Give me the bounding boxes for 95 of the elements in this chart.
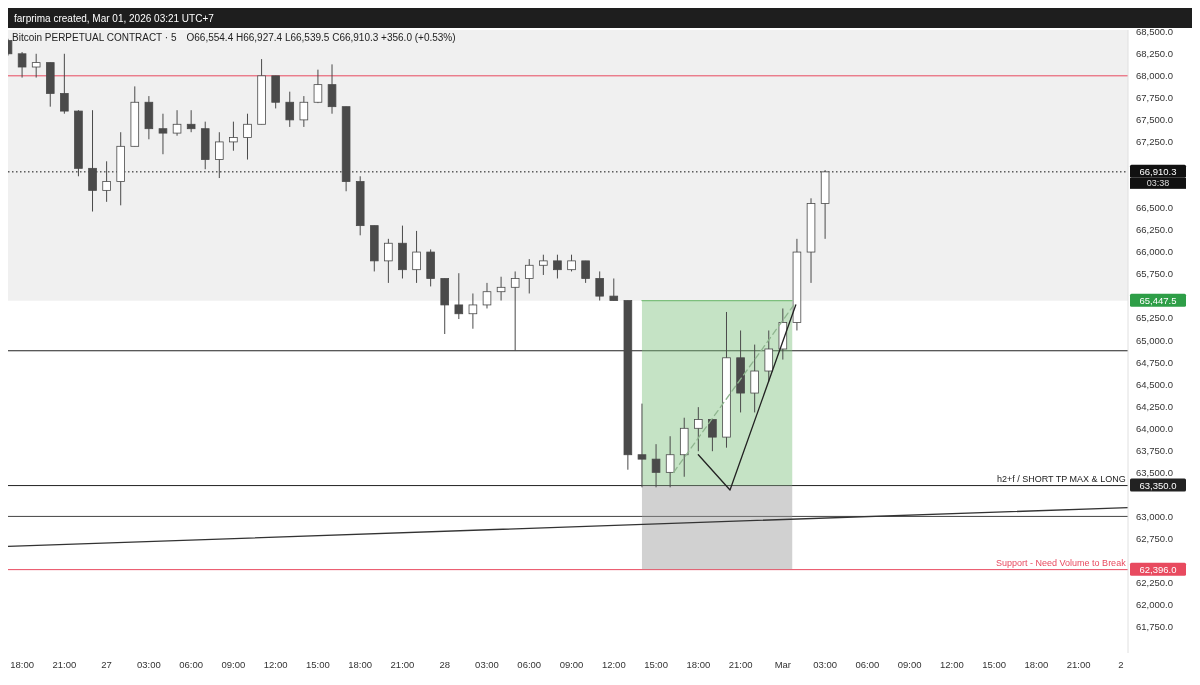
annotation: 03:38: [1146, 178, 1170, 189]
x-tick-label: 21:00: [390, 659, 415, 670]
candlestick: [694, 406, 703, 452]
candlestick: [637, 403, 647, 488]
candlestick: [299, 95, 309, 128]
candlestick: [651, 443, 661, 488]
x-tick-label: 15:00: [306, 659, 330, 670]
candlestick: [412, 230, 421, 284]
candlestick: [17, 51, 27, 79]
x-tick-label: 09:00: [221, 659, 246, 670]
x-tick-label: 15:00: [644, 659, 668, 670]
candlestick: [482, 282, 492, 309]
x-tick-label: 18:00: [348, 659, 373, 670]
x-tick-label: 21:00: [1066, 659, 1091, 670]
y-tick-label: 68,500.0: [1136, 26, 1173, 38]
y-tick-label: 64,500.0: [1136, 378, 1173, 390]
x-tick-label: 2: [1118, 659, 1124, 670]
candlestick: [31, 53, 41, 79]
x-tick-label: 06:00: [179, 659, 204, 670]
candlestick: [595, 270, 604, 302]
candlestick: [384, 238, 393, 284]
y-tick-label: 61,750.0: [1136, 620, 1173, 632]
candlestick: [327, 63, 337, 115]
x-tick-label: 12:00: [263, 659, 288, 670]
ref-line-label: 63,350.0: [1139, 479, 1177, 491]
text: farprima created, Mar 01, 2026 03:21 UTC+7: [14, 13, 215, 24]
y-tick-label: 62,750.0: [1136, 532, 1173, 544]
y-tick-label: 63,500.0: [1136, 466, 1173, 478]
candlestick: [553, 254, 562, 279]
y-tick-label: 65,750.0: [1136, 268, 1173, 280]
candlestick: [243, 113, 252, 161]
x-tick-label: 28: [439, 659, 451, 670]
x-tick-label: Mar: [774, 659, 792, 670]
x-tick-label: 06:00: [517, 659, 542, 670]
candlestick: [524, 258, 534, 294]
x-tick-label: 03:00: [475, 659, 499, 670]
candlestick: [581, 260, 590, 284]
y-tick-label: 62,250.0: [1136, 576, 1173, 588]
candlestick: [313, 69, 323, 104]
y-tick-label: 64,000.0: [1136, 422, 1173, 434]
x-tick-label: 21:00: [728, 659, 753, 670]
candlestick: [468, 292, 478, 330]
candlestick: [186, 109, 196, 133]
x-tick-label: 18:00: [686, 659, 711, 670]
candlestick: [454, 272, 464, 320]
y-tick-label: 65,000.0: [1136, 334, 1173, 346]
y-tick-label: 63,750.0: [1136, 444, 1173, 456]
x-tick-label: 03:00: [136, 659, 161, 670]
candlestick: [510, 270, 520, 352]
annotation: h2+f / SHORT TP MAX & LONG: [997, 473, 1126, 484]
x-tick-label: 18:00: [10, 659, 34, 670]
x-tick-label: 09:00: [897, 659, 922, 670]
candlestick: [158, 113, 168, 155]
x-tick-label: 15:00: [982, 659, 1007, 670]
candlestick: [229, 121, 238, 152]
chart-title: Bitcoin PERPETUAL CONTRACT · 5: [12, 32, 177, 43]
candlestick: [750, 344, 759, 413]
y-tick-label: 62,000.0: [1136, 598, 1173, 610]
y-tick-label: 66,000.0: [1136, 246, 1173, 258]
annotation: Support - Need Volume to Break: [996, 557, 1127, 568]
candlestick: [609, 278, 619, 302]
candlestick: [764, 329, 774, 383]
y-tick-label: 67,500.0: [1136, 114, 1173, 126]
candlestick: [172, 109, 182, 137]
y-tick-label: 67,250.0: [1136, 136, 1173, 148]
candlestick: [285, 91, 295, 128]
y-tick-label: 66,250.0: [1136, 224, 1173, 236]
candlestick: [215, 131, 224, 179]
candlestick: [60, 53, 69, 115]
y-tick-label: 68,000.0: [1136, 70, 1173, 82]
ref-line-label: 62,396.0: [1139, 563, 1177, 575]
candlestick: [539, 254, 548, 276]
x-tick-label: 09:00: [559, 659, 584, 670]
y-tick-label: 63,000.0: [1136, 510, 1173, 522]
x-tick-label: 18:00: [1024, 659, 1049, 670]
ref-line-label: 66,910.3: [1139, 166, 1177, 178]
chart-subtitle: O66,554.4 H66,927.4 L66,539.5 C66,910.3 +356.0 (+0.53%): [186, 32, 456, 43]
y-tick-label: 67,750.0: [1136, 92, 1173, 104]
candlestick: [102, 160, 111, 203]
y-tick-label: 64,750.0: [1136, 356, 1173, 368]
y-tick-label: 65,250.0: [1136, 312, 1173, 324]
y-tick-label: 68,250.0: [1136, 48, 1173, 60]
band-label: 65,447.5: [1139, 295, 1177, 307]
y-tick-label: 66,500.0: [1136, 202, 1173, 214]
candlestick: [496, 276, 506, 302]
x-tick-label: 06:00: [855, 659, 880, 670]
candlestick: [665, 435, 675, 488]
candlestick: [88, 109, 97, 213]
x-tick-label: 27: [101, 659, 112, 670]
x-tick-label: 03:00: [813, 659, 837, 670]
x-tick-label: 21:00: [52, 659, 77, 670]
candlestick: [708, 418, 717, 452]
y-tick-label: 64,250.0: [1136, 400, 1173, 412]
x-tick-label: 12:00: [940, 659, 964, 670]
x-tick-label: 12:00: [601, 659, 626, 670]
